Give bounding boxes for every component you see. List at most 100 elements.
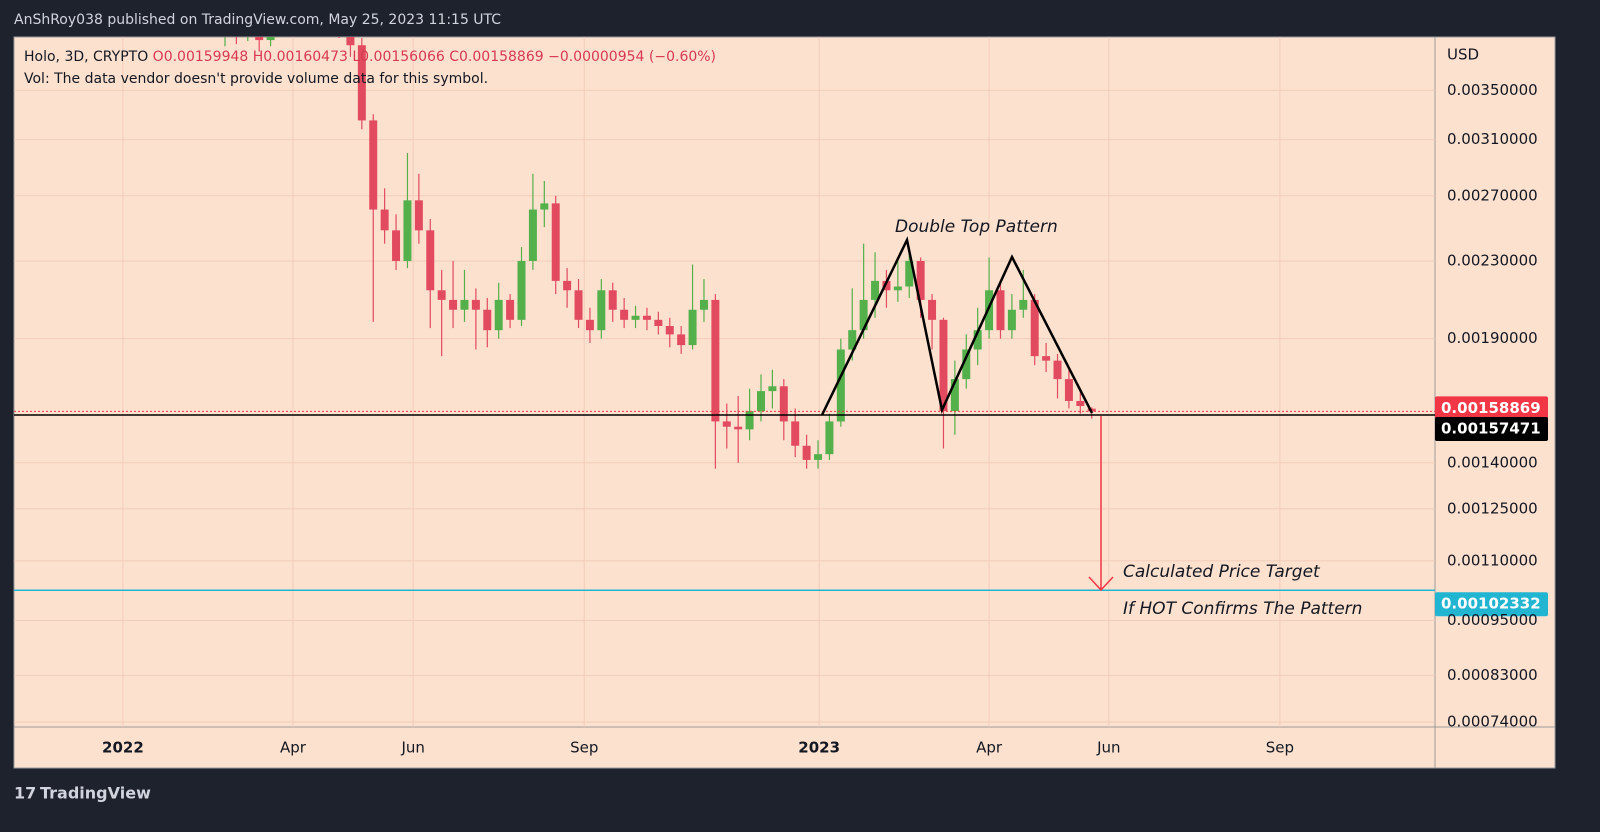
candle-body (380, 209, 389, 231)
candle-body (802, 445, 811, 460)
candle-body (608, 290, 617, 310)
candle-body (871, 280, 880, 300)
candle-body (563, 280, 572, 291)
candle-body (585, 319, 594, 331)
candle-body (1064, 379, 1073, 401)
candle-body (699, 299, 708, 310)
candle-body (905, 260, 914, 287)
candle-body (255, 37, 264, 41)
candle-body (1007, 309, 1016, 331)
candle-body (779, 386, 788, 422)
candle-body (426, 230, 435, 291)
x-tick-label: Apr (280, 739, 307, 757)
volume-note: Vol: The data vendor doesn't provide vol… (24, 71, 488, 87)
candle-body (471, 299, 480, 310)
candle-body (449, 299, 458, 310)
symbol: Holo, 3D, CRYPTO (24, 49, 148, 65)
y-tick-label: 0.00350000 (1447, 81, 1538, 99)
low: L0.00156066 (352, 49, 445, 65)
high: H0.00160473 (253, 49, 348, 65)
candles (224, 37, 1096, 469)
x-tick-label: Sep (570, 739, 598, 757)
close: C0.00158869 (449, 49, 543, 65)
candle-body (620, 309, 629, 320)
candle-body (1076, 400, 1085, 406)
y-tick-label: 0.00230000 (1447, 251, 1538, 269)
x-tick-label: Jun (1096, 739, 1120, 757)
candle-body (711, 299, 720, 422)
y-tick-label: 0.00110000 (1447, 551, 1538, 569)
price-lines: 0.00158869 0.00157471 0.00102332 (14, 396, 1548, 617)
candle-body (414, 200, 423, 231)
price-label: 0.00102332 (1441, 595, 1541, 613)
price-label: 0.00158869 (1441, 399, 1541, 417)
grid (14, 37, 1435, 727)
x-tick-label: Jun (400, 739, 424, 757)
target-arrowhead (1088, 576, 1114, 592)
candle-body (825, 421, 834, 455)
open: O0.00159948 (153, 49, 249, 65)
candle-body (665, 326, 674, 335)
candle-body (597, 290, 606, 331)
legend-line: Holo, 3D, CRYPTO O0.00159948 H0.00160473… (24, 49, 716, 65)
x-tick-label: Sep (1266, 739, 1294, 757)
candle-body (962, 349, 971, 380)
candle-body (757, 391, 765, 412)
x-tick-label: 2022 (102, 739, 144, 757)
candle-body (517, 260, 526, 320)
candle-body (654, 319, 663, 327)
candle-body (506, 299, 515, 320)
candle-body (985, 290, 994, 331)
y-tick-label: 0.00270000 (1447, 186, 1538, 204)
candle-body (1019, 299, 1028, 310)
y-tick-label: 0.00310000 (1447, 130, 1538, 148)
candle-body (528, 209, 537, 261)
candle-body (814, 454, 823, 460)
candle-body (996, 290, 1005, 331)
candle-body (494, 299, 503, 331)
candle-body (540, 203, 549, 210)
x-tick-label: Apr (976, 739, 1003, 757)
candle-body (392, 230, 401, 261)
brand: TradingView (40, 784, 151, 803)
candle-body (677, 334, 686, 346)
candle-body (893, 286, 902, 291)
candle-body (403, 200, 412, 261)
candle-body (688, 309, 697, 346)
candle-body (1042, 356, 1051, 361)
change: −0.00000954 (−0.60%) (548, 49, 716, 65)
brand-logo: 17 (14, 784, 36, 803)
pattern-drawing (820, 236, 1094, 416)
price-label: 0.00157471 (1441, 419, 1541, 437)
price-label-box (1435, 592, 1548, 617)
price-label-box (1435, 396, 1548, 421)
y-tick-label: 0.00125000 (1447, 499, 1538, 517)
annotation: If HOT Confirms The Pattern (1123, 599, 1362, 619)
candle-body (734, 426, 743, 430)
candle-body (642, 315, 651, 320)
publisher-line: AnShRoy038 published on TradingView.com,… (14, 12, 501, 28)
candle-body (722, 421, 731, 427)
candle-body (928, 299, 937, 320)
candle-body (437, 290, 446, 300)
x-tick-label: 2023 (798, 739, 840, 757)
candle-body (357, 45, 366, 121)
candle-body (346, 37, 355, 46)
y-tick-label: 0.00074000 (1447, 713, 1538, 731)
candle-body (745, 411, 754, 430)
candle-body (1030, 299, 1039, 357)
price-label-box (1435, 416, 1548, 441)
candle-body (916, 260, 925, 300)
annotation: Calculated Price Target (1123, 562, 1321, 582)
candle-body (369, 120, 378, 210)
y-tick-label: 0.00083000 (1447, 666, 1538, 684)
candle-body (574, 290, 583, 320)
candle-body (791, 421, 800, 446)
candle-body (882, 280, 891, 291)
y-tick-label: 0.00095000 (1447, 611, 1538, 629)
y-tick-label: 0.00190000 (1447, 329, 1538, 347)
candle-body (631, 315, 640, 320)
annotation: Double Top Pattern (895, 217, 1058, 237)
candle-body (939, 319, 948, 412)
